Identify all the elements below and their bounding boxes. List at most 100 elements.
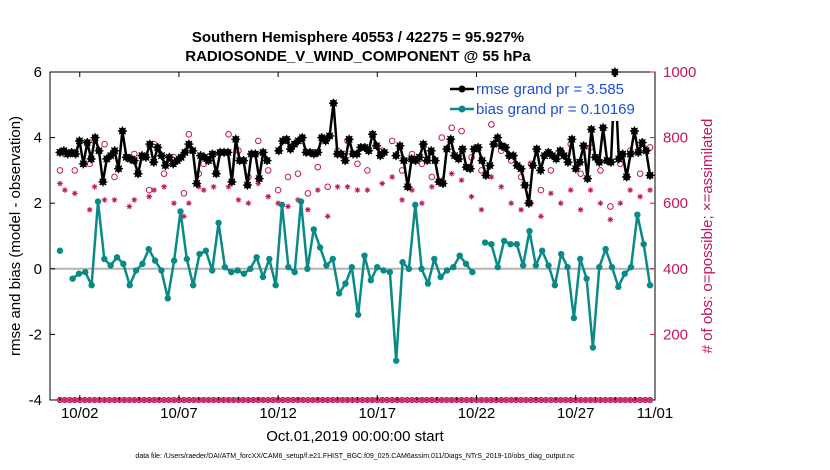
rmse-point-star	[184, 139, 194, 149]
obs-assimilated-marker	[325, 397, 331, 403]
rmse-point-star	[473, 142, 483, 152]
y-tick-label: 4	[34, 130, 42, 147]
rmse-point-star	[575, 157, 585, 167]
rmse-point-star	[94, 146, 104, 156]
obs-assimilated-marker	[578, 397, 584, 403]
bias-point	[126, 282, 133, 289]
obs-assimilated-marker	[310, 397, 316, 403]
bias-point	[500, 237, 508, 245]
y2-tick-label: 1000	[663, 64, 696, 81]
rmse-point-star	[614, 154, 624, 164]
rmse-point-star	[239, 156, 249, 166]
rmse-point-star	[145, 139, 155, 149]
rmse-point-star	[465, 164, 475, 174]
rmse-point-star	[583, 174, 593, 184]
rmse-point-star	[641, 146, 651, 156]
obs-assimilated-marker	[111, 397, 117, 403]
bias-point	[615, 283, 622, 291]
rmse-point-star	[305, 147, 315, 157]
bias-point	[545, 262, 552, 269]
rmse-point-star	[325, 131, 335, 141]
rmse-point-star	[114, 164, 124, 174]
obs-assimilated-marker	[146, 193, 152, 200]
rmse-point-star	[188, 146, 198, 156]
obs-assimilated-marker	[161, 184, 167, 190]
obs-assimilated-marker	[399, 397, 405, 403]
bias-point	[139, 260, 146, 268]
rmse-point-star	[227, 177, 237, 187]
obs-assimilated-marker	[498, 397, 504, 403]
obs-possible-marker	[388, 137, 396, 145]
obs-assimilated-marker	[622, 397, 628, 403]
y-tick-label: 0	[34, 261, 42, 278]
obs-assimilated-marker	[221, 397, 227, 403]
bias-point	[297, 198, 305, 205]
bias-point	[247, 265, 254, 272]
rmse-point-star	[254, 174, 264, 184]
rmse-point-star	[547, 151, 557, 161]
bias-point	[101, 255, 108, 263]
obs-possible-marker	[264, 167, 272, 174]
obs-assimilated-marker	[488, 397, 494, 403]
bias-point	[183, 255, 191, 263]
bias-point	[583, 275, 590, 282]
obs-assimilated-marker	[161, 397, 167, 403]
rmse-point-star	[82, 138, 92, 148]
obs-assimilated-marker	[617, 200, 624, 206]
bias-point	[177, 208, 184, 215]
y2-tick-label: 600	[663, 195, 688, 212]
bias-point	[285, 263, 292, 271]
rmse-point-star	[117, 126, 127, 136]
rmse-point-star	[168, 159, 178, 169]
bias-point	[259, 273, 267, 281]
rmse-point-star	[74, 136, 84, 146]
bias-point	[532, 262, 540, 269]
rmse-point-star	[176, 152, 186, 162]
bias-point	[75, 270, 83, 277]
y2-tick-label: 400	[663, 261, 688, 278]
obs-assimilated-marker	[389, 397, 395, 403]
obs-possible-marker	[284, 173, 292, 181]
obs-assimilated-marker	[171, 397, 177, 403]
bias-point	[278, 201, 286, 209]
obs-assimilated-marker	[478, 397, 484, 403]
obs-assimilated-marker	[617, 397, 623, 403]
obs-assimilated-marker	[260, 397, 266, 403]
bias-point	[94, 198, 102, 205]
bias-point	[513, 241, 520, 248]
obs-possible-marker	[101, 140, 108, 148]
rmse-point-star	[411, 156, 421, 166]
obs-assimilated-marker	[503, 397, 509, 403]
obs-assimilated-marker	[131, 197, 138, 203]
obs-assimilated-marker	[647, 397, 653, 403]
bias-point	[596, 263, 603, 271]
bias-point	[589, 344, 597, 351]
bias-point	[640, 241, 647, 248]
bias-point	[481, 239, 489, 246]
rmse-point-star	[446, 134, 456, 144]
obs-possible-marker	[537, 186, 545, 194]
obs-assimilated-marker	[305, 206, 311, 213]
bias-point	[272, 282, 279, 289]
obs-assimilated-marker	[478, 206, 485, 213]
y-tick-label: 6	[34, 64, 42, 81]
obs-assimilated-marker	[404, 397, 410, 403]
rmse-point-star	[231, 134, 241, 144]
rmse-point-star	[618, 149, 628, 159]
bias-point	[215, 219, 222, 227]
obs-assimilated-marker	[265, 193, 271, 200]
obs-assimilated-marker	[324, 213, 331, 220]
bias-point	[577, 255, 584, 263]
obs-assimilated-marker	[588, 397, 594, 403]
obs-assimilated-marker	[230, 397, 236, 403]
obs-assimilated-marker	[563, 397, 569, 403]
rmse-point-star	[297, 133, 307, 143]
bias-point	[170, 257, 178, 264]
obs-assimilated-marker	[151, 187, 157, 193]
rmse-point-star	[157, 151, 167, 161]
bias-point	[234, 267, 241, 274]
obs-assimilated-marker	[419, 397, 425, 403]
obs-assimilated-marker	[459, 397, 465, 403]
bias-point	[69, 275, 76, 282]
